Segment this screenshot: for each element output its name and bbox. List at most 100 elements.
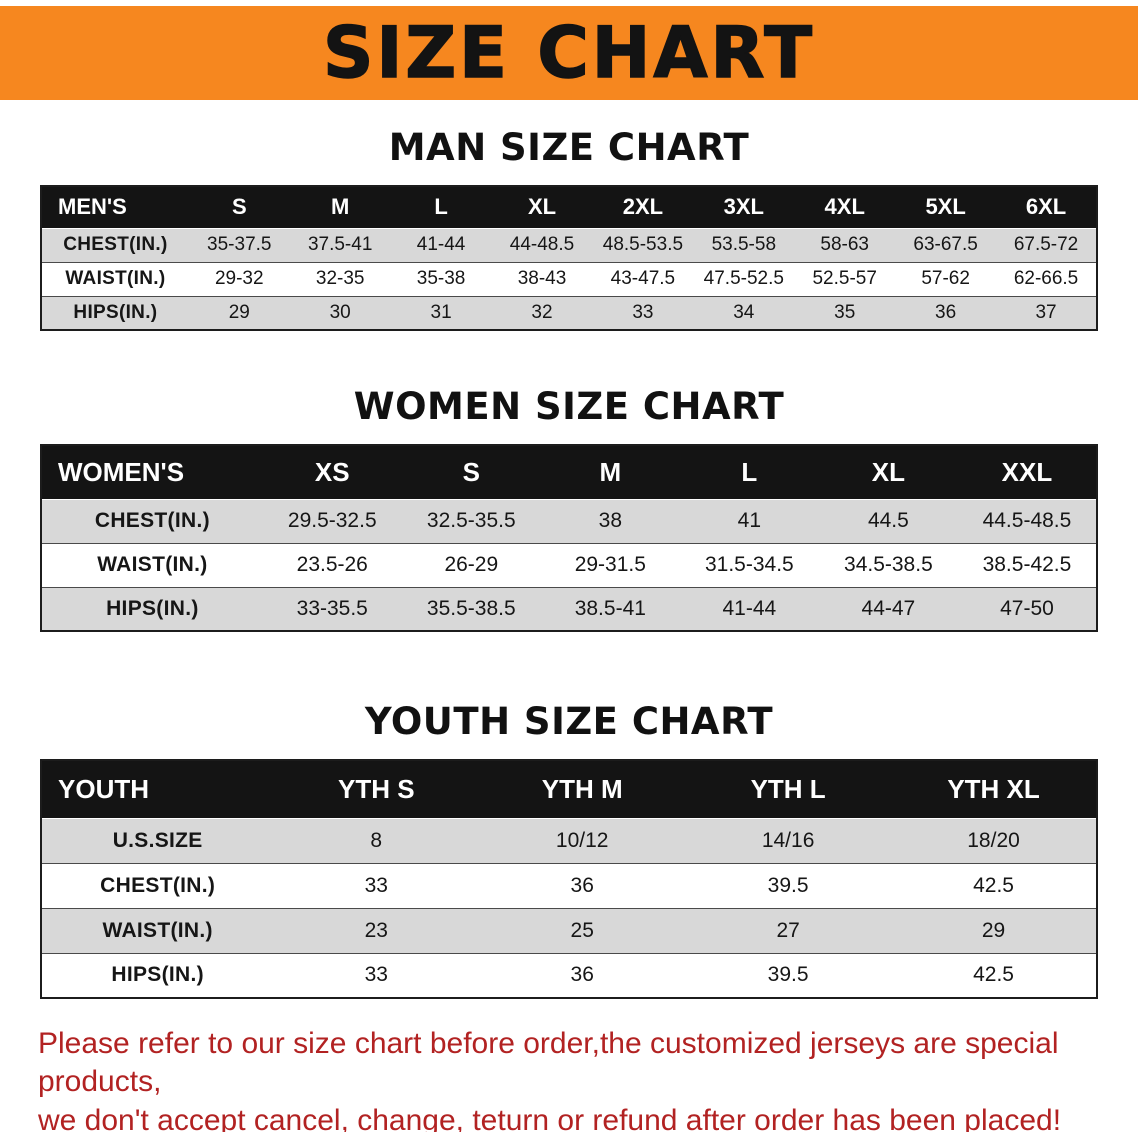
size-value: 35-37.5 xyxy=(188,227,290,262)
row-label: CHEST(IN.) xyxy=(41,227,189,262)
size-value: 42.5 xyxy=(891,862,1097,908)
row-label: HIPS(IN.) xyxy=(41,952,274,998)
size-value: 36 xyxy=(479,862,686,908)
measurement-row: WAIST(IN.) 29-32 32-35 35-38 38-43 43-47.5 47.… xyxy=(41,261,1097,296)
youth-size-table: YOUTH YTH S YTH M YTH L YTH XL U.S.SIZE 8 10/12… xyxy=(40,759,1098,999)
size-value: 32.5-35.5 xyxy=(401,498,541,543)
size-value: 36 xyxy=(895,295,997,330)
table-corner-label: YOUTH xyxy=(41,760,274,819)
size-column-header: YTH M xyxy=(479,760,686,819)
size-value: 29 xyxy=(891,907,1097,953)
size-value: 29-31.5 xyxy=(540,542,680,587)
size-value: 23 xyxy=(273,907,480,953)
size-value: 38 xyxy=(540,498,680,543)
size-column-header: L xyxy=(390,186,492,229)
size-column-header: S xyxy=(401,445,541,500)
measurement-row: U.S.SIZE 8 10/12 14/16 18/20 xyxy=(41,817,1097,863)
size-value: 58-63 xyxy=(794,227,896,262)
size-column-header: L xyxy=(679,445,819,500)
size-value: 41-44 xyxy=(390,227,492,262)
size-value: 32 xyxy=(491,295,593,330)
size-value: 33 xyxy=(273,952,480,998)
size-header-row: MEN'S S M L XL 2XL 3XL 4XL 5XL 6XL xyxy=(41,186,1097,229)
size-value: 31 xyxy=(390,295,492,330)
size-value: 33-35.5 xyxy=(262,586,402,631)
size-value: 18/20 xyxy=(891,817,1097,863)
size-value: 41-44 xyxy=(679,586,819,631)
row-label: HIPS(IN.) xyxy=(41,586,263,631)
size-column-header: 5XL xyxy=(895,186,997,229)
size-value: 44.5 xyxy=(818,498,958,543)
size-value: 47-50 xyxy=(957,586,1097,631)
page-title: SIZE CHART xyxy=(322,11,816,95)
size-value: 34 xyxy=(693,295,795,330)
size-value: 53.5-58 xyxy=(693,227,795,262)
size-value: 39.5 xyxy=(685,952,892,998)
size-value: 37 xyxy=(996,295,1097,330)
size-column-header: XL xyxy=(491,186,593,229)
size-value: 29 xyxy=(188,295,290,330)
size-value: 44-48.5 xyxy=(491,227,593,262)
size-value: 57-62 xyxy=(895,261,997,296)
row-label: CHEST(IN.) xyxy=(41,498,263,543)
order-notice-line-2: we don't accept cancel, change, teturn o… xyxy=(38,1103,1062,1132)
size-value: 38-43 xyxy=(491,261,593,296)
size-column-header: M xyxy=(289,186,391,229)
size-value: 32-35 xyxy=(289,261,391,296)
size-column-header: 4XL xyxy=(794,186,896,229)
measurement-row: HIPS(IN.) 33-35.5 35.5-38.5 38.5-41 41-44 44-… xyxy=(41,586,1097,631)
size-value: 10/12 xyxy=(479,817,686,863)
size-value: 35-38 xyxy=(390,261,492,296)
size-column-header: XL xyxy=(818,445,958,500)
row-label: U.S.SIZE xyxy=(41,817,274,863)
size-header-row: YOUTH YTH S YTH M YTH L YTH XL xyxy=(41,760,1097,819)
size-value: 25 xyxy=(479,907,686,953)
measurement-row: HIPS(IN.) 29 30 31 32 33 34 35 36 37 xyxy=(41,295,1097,330)
women-size-table: WOMEN'S XS S M L XL XXL CHEST(IN.) 29.5-32.5 32.5… xyxy=(40,444,1098,632)
size-column-header: YTH XL xyxy=(891,760,1097,819)
measurement-row: CHEST(IN.) 35-37.5 37.5-41 41-44 44-48.5 48.5… xyxy=(41,227,1097,262)
size-value: 47.5-52.5 xyxy=(693,261,795,296)
order-notice: Please refer to our size chart before or… xyxy=(38,1025,1100,1132)
size-value: 44.5-48.5 xyxy=(957,498,1097,543)
size-value: 62-66.5 xyxy=(996,261,1097,296)
measurement-row: WAIST(IN.) 23.5-26 26-29 29-31.5 31.5-34.5 34… xyxy=(41,542,1097,587)
size-column-header: XXL xyxy=(957,445,1097,500)
measurement-row: HIPS(IN.) 33 36 39.5 42.5 xyxy=(41,952,1097,998)
size-value: 67.5-72 xyxy=(996,227,1097,262)
size-value: 37.5-41 xyxy=(289,227,391,262)
size-column-header: S xyxy=(188,186,290,229)
size-value: 27 xyxy=(685,907,892,953)
size-column-header: YTH L xyxy=(685,760,892,819)
size-column-header: XS xyxy=(262,445,402,500)
size-value: 34.5-38.5 xyxy=(818,542,958,587)
row-label: WAIST(IN.) xyxy=(41,261,189,296)
size-value: 36 xyxy=(479,952,686,998)
size-column-header: 3XL xyxy=(693,186,795,229)
measurement-row: CHEST(IN.) 29.5-32.5 32.5-35.5 38 41 44.5 44.5… xyxy=(41,498,1097,543)
men-size-section: MAN SIZE CHART MEN'S S M L XL 2XL 3XL 4XL 5XL 6XL… xyxy=(0,126,1138,331)
size-value: 30 xyxy=(289,295,391,330)
table-corner-label: WOMEN'S xyxy=(41,445,263,500)
table-corner-label: MEN'S xyxy=(41,186,189,229)
size-value: 43-47.5 xyxy=(592,261,694,296)
measurement-row: CHEST(IN.) 33 36 39.5 42.5 xyxy=(41,862,1097,908)
size-column-header: YTH S xyxy=(273,760,480,819)
size-value: 48.5-53.5 xyxy=(592,227,694,262)
men-section-heading: MAN SIZE CHART xyxy=(388,126,750,169)
youth-section-heading: YOUTH SIZE CHART xyxy=(364,700,774,743)
size-value: 44-47 xyxy=(818,586,958,631)
size-column-header: 2XL xyxy=(592,186,694,229)
size-value: 33 xyxy=(273,862,480,908)
size-column-header: M xyxy=(540,445,680,500)
youth-size-section: YOUTH SIZE CHART YOUTH YTH S YTH M YTH L YTH… xyxy=(0,700,1138,999)
row-label: HIPS(IN.) xyxy=(41,295,189,330)
women-size-section: WOMEN SIZE CHART WOMEN'S XS S M L XL XXL CHEST(… xyxy=(0,385,1138,632)
measurement-row: WAIST(IN.) 23 25 27 29 xyxy=(41,907,1097,953)
size-value: 23.5-26 xyxy=(262,542,402,587)
size-value: 39.5 xyxy=(685,862,892,908)
size-value: 38.5-41 xyxy=(540,586,680,631)
size-value: 31.5-34.5 xyxy=(679,542,819,587)
size-value: 41 xyxy=(679,498,819,543)
